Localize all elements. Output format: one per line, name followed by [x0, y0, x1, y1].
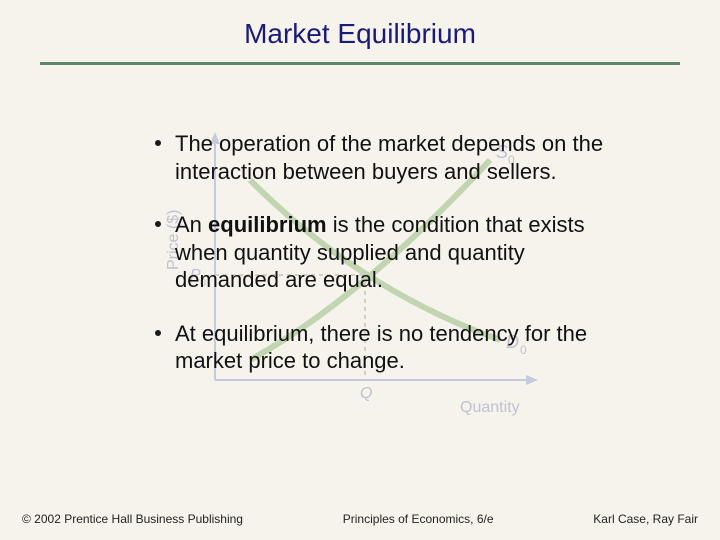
bullet-text: At equilibrium, there is no tendency for…: [175, 320, 625, 375]
bullet-text: The operation of the market depends on t…: [175, 130, 625, 185]
text-span: An: [175, 212, 208, 237]
footer-center: Principles of Economics, 6/e: [343, 512, 494, 526]
footer: © 2002 Prentice Hall Business Publishing…: [0, 512, 720, 526]
bullet-text: An equilibrium is the condition that exi…: [175, 211, 625, 294]
slide: Market Equilibrium S 0 D 0 P 0 Q Quantit…: [0, 0, 720, 540]
text-span-bold: equilibrium: [208, 212, 327, 237]
footer-left: © 2002 Prentice Hall Business Publishing: [22, 512, 243, 526]
text-span: At equilibrium, there is no tendency for…: [175, 321, 587, 374]
svg-text:Quantity: Quantity: [460, 399, 520, 416]
slide-title: Market Equilibrium: [0, 0, 720, 50]
title-underline: [40, 62, 680, 65]
bullet-dot-icon: [155, 330, 161, 336]
footer-right: Karl Case, Ray Fair: [593, 512, 698, 526]
bullet-item: At equilibrium, there is no tendency for…: [155, 320, 625, 375]
bullet-dot-icon: [155, 221, 161, 227]
text-span: The operation of the market depends on t…: [175, 131, 603, 184]
bullet-item: An equilibrium is the condition that exi…: [155, 211, 625, 294]
bullet-list: The operation of the market depends on t…: [155, 130, 625, 401]
bullet-dot-icon: [155, 140, 161, 146]
bullet-item: The operation of the market depends on t…: [155, 130, 625, 185]
